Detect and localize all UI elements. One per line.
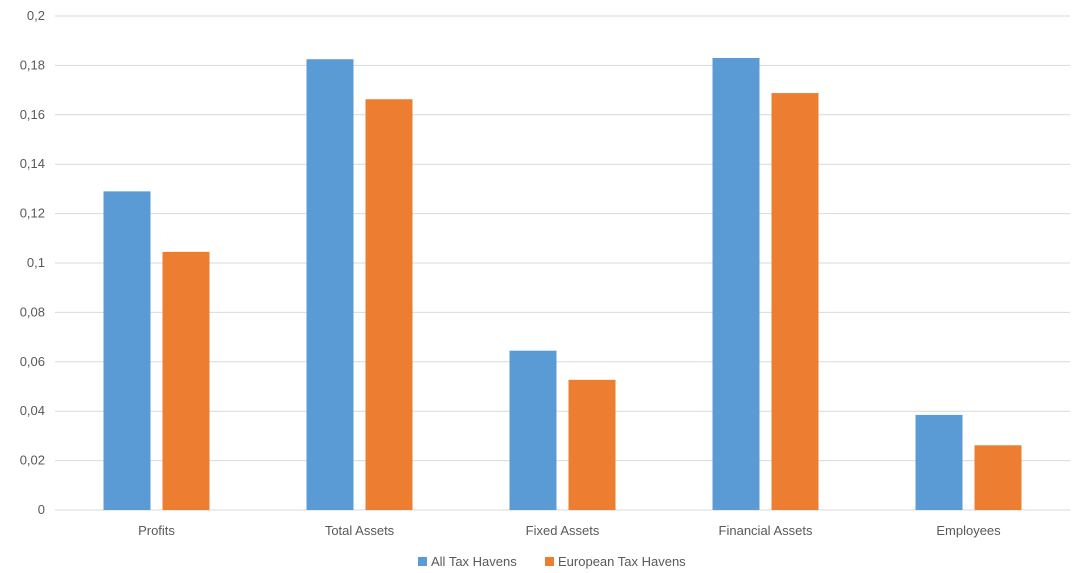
bar-european-tax-havens-employees — [974, 445, 1022, 510]
bar-all-tax-havens-financial-assets — [712, 57, 760, 511]
y-tick-label-5: 0,1 — [27, 255, 45, 270]
y-tick-label-9: 0,18 — [20, 57, 45, 72]
y-tick-label-7: 0,14 — [20, 156, 45, 171]
bar-all-tax-havens-fixed-assets — [509, 350, 557, 510]
x-category-label-1: Total Assets — [325, 523, 395, 538]
y-tick-label-3: 0,06 — [20, 354, 45, 369]
y-tick-label-2: 0,04 — [20, 403, 45, 418]
legend-label-0: All Tax Havens — [431, 554, 517, 569]
y-tick-label-8: 0,16 — [20, 107, 45, 122]
y-tick-label-0: 0 — [38, 502, 45, 517]
legend-swatch-0 — [418, 557, 427, 566]
legend-swatch-1 — [545, 557, 554, 566]
bar-all-tax-havens-total-assets — [306, 59, 354, 510]
x-category-label-0: Profits — [138, 523, 175, 538]
bar-european-tax-havens-financial-assets — [771, 93, 819, 511]
x-category-label-3: Financial Assets — [719, 523, 813, 538]
y-tick-label-1: 0,02 — [20, 453, 45, 468]
bar-all-tax-havens-employees — [915, 414, 963, 510]
bar-all-tax-havens-profits — [103, 191, 151, 510]
y-tick-label-4: 0,08 — [20, 304, 45, 319]
y-tick-label-6: 0,12 — [20, 206, 45, 221]
bar-european-tax-havens-fixed-assets — [568, 379, 616, 510]
bar-european-tax-havens-profits — [162, 251, 210, 510]
y-tick-label-10: 0,2 — [27, 8, 45, 23]
x-category-label-2: Fixed Assets — [526, 523, 600, 538]
bar-european-tax-havens-total-assets — [365, 99, 413, 510]
x-category-label-4: Employees — [936, 523, 1001, 538]
legend-label-1: European Tax Havens — [558, 554, 686, 569]
